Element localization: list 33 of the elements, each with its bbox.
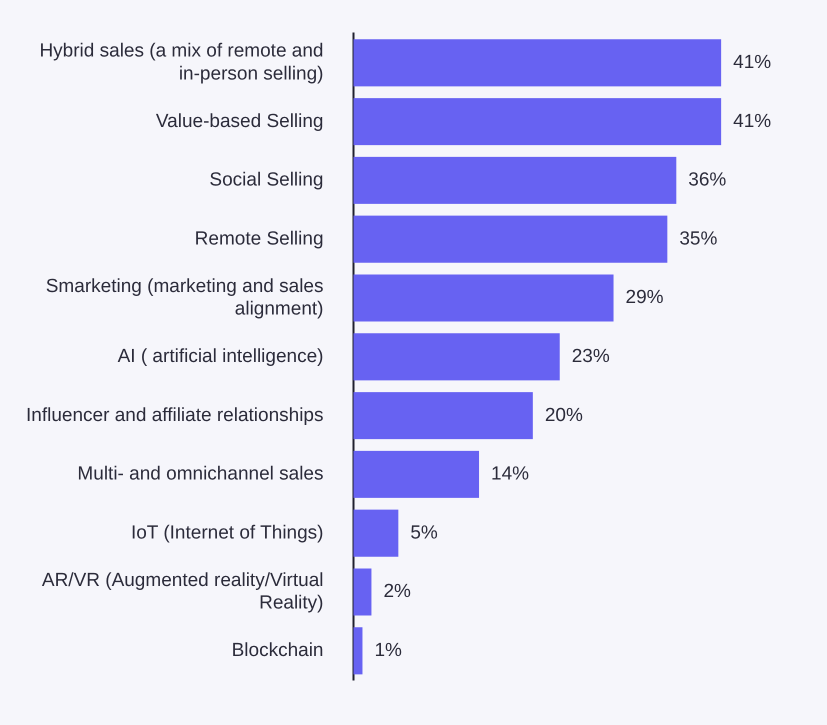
bar [354, 216, 668, 263]
data-label: 41% [733, 110, 772, 132]
bar [354, 510, 398, 557]
data-label: 23% [572, 346, 610, 368]
bar [354, 568, 372, 616]
data-label: 36% [688, 170, 726, 191]
data-label: 29% [626, 287, 664, 308]
y-tick-label: AR/VR (Augmented reality/Virtual Reality) [42, 570, 324, 614]
bar [354, 98, 722, 146]
data-label: 2% [383, 581, 412, 602]
bar [354, 450, 480, 498]
y-tick-label: Remote Selling [194, 228, 324, 250]
y-tick-label: Social Selling [209, 170, 324, 191]
y-tick-label: Smarketing (marketing and sales alignment) [46, 276, 324, 320]
y-tick-label: IoT (Internet of Things) [130, 522, 324, 544]
data-label: 41% [733, 52, 772, 74]
bar [354, 333, 560, 380]
bar [354, 627, 362, 674]
data-label: 5% [410, 522, 438, 544]
bar [354, 156, 676, 204]
y-tick-label: Value-based Selling [156, 110, 324, 132]
bar [354, 274, 614, 322]
y-tick-label: Hybrid sales (a mix of remote and in-person selling) [39, 40, 324, 84]
bar [354, 392, 533, 440]
y-tick-label: AI ( artificial intelligence) [118, 346, 324, 368]
data-label: 1% [374, 640, 402, 662]
y-tick-label: Blockchain [232, 640, 324, 662]
data-label: 14% [491, 464, 530, 485]
data-label: 35% [679, 228, 718, 250]
data-label: 20% [544, 404, 583, 426]
y-tick-label: Influencer and affiliate relationships [26, 404, 324, 426]
y-tick-label: Multi- and omnichannel sales [77, 464, 324, 485]
bar [354, 39, 722, 86]
